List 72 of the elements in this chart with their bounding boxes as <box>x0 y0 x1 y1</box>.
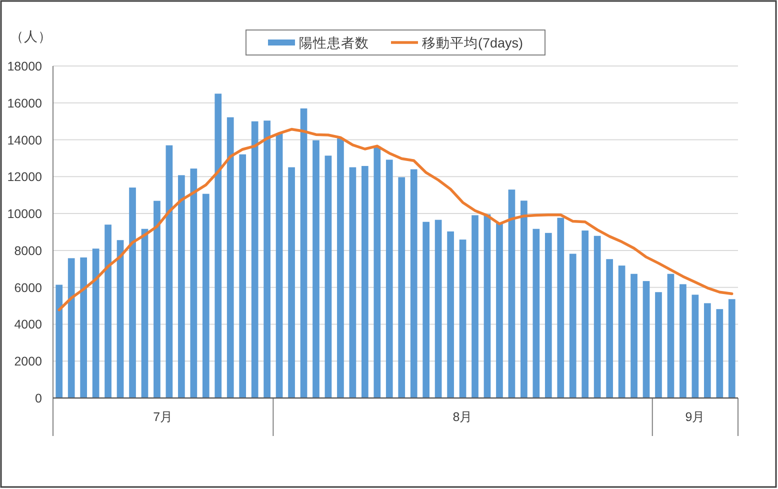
bar <box>361 166 368 398</box>
bar <box>447 231 454 398</box>
bar <box>374 147 381 398</box>
bar <box>300 108 308 398</box>
x-tick-label: 7月 <box>153 410 174 424</box>
y-tick-label: 16000 <box>7 96 42 110</box>
bar <box>398 177 406 398</box>
bar <box>141 228 148 398</box>
y-tick-label: 2000 <box>14 354 42 369</box>
bar <box>264 120 270 398</box>
y-tick-label: 0 <box>35 392 42 406</box>
bar <box>472 215 478 398</box>
y-tick-label: 18000 <box>7 60 42 74</box>
bar <box>496 223 503 398</box>
y-tick-label: 12000 <box>7 170 42 184</box>
bar <box>337 138 344 398</box>
bar <box>190 168 198 398</box>
y-tick-label: 4000 <box>14 318 42 332</box>
bar <box>704 303 711 398</box>
bar <box>56 284 63 398</box>
bar <box>178 175 185 398</box>
bar <box>226 117 234 398</box>
bar <box>716 309 724 398</box>
y-tick-label: 6000 <box>14 280 42 295</box>
y-axis-title: （人） <box>10 29 52 44</box>
bar <box>276 133 283 398</box>
x-tick-label: 8月 <box>452 410 473 424</box>
y-tick-label: 10000 <box>7 207 42 222</box>
bar <box>434 220 442 398</box>
bar <box>728 299 736 398</box>
bar <box>618 266 626 398</box>
bar <box>667 274 674 398</box>
bar <box>324 156 332 398</box>
bar <box>312 140 320 398</box>
bar <box>508 190 516 398</box>
bar <box>68 258 75 398</box>
bar <box>642 281 650 398</box>
bar <box>544 232 552 398</box>
bar <box>166 145 173 398</box>
bar <box>288 167 295 398</box>
bar <box>680 284 686 398</box>
bar <box>594 236 601 398</box>
bar <box>484 214 491 398</box>
bar <box>582 230 589 398</box>
x-tick-label: 9月 <box>685 410 706 424</box>
bar <box>92 248 100 398</box>
bar <box>655 292 662 398</box>
bar <box>214 94 222 398</box>
bar <box>459 240 466 398</box>
legend-label: 陽性患者数 <box>298 36 369 50</box>
bar <box>410 169 418 398</box>
bar <box>80 257 88 398</box>
bar <box>154 200 160 398</box>
bar <box>532 228 540 398</box>
bar <box>692 294 699 398</box>
bar <box>386 160 393 398</box>
legend-label: 移動平均(7days) <box>422 36 524 50</box>
bar <box>129 188 136 398</box>
y-tick-label: 8000 <box>14 244 42 258</box>
bar <box>422 222 430 398</box>
bar <box>557 218 564 398</box>
bar <box>251 121 258 398</box>
bar <box>116 240 124 398</box>
bar <box>520 200 528 398</box>
bar <box>349 167 356 398</box>
bar <box>104 224 112 398</box>
bar <box>239 154 246 398</box>
bar <box>202 194 210 398</box>
y-tick-label: 14000 <box>7 133 42 148</box>
bar <box>630 274 638 398</box>
bar <box>606 259 613 398</box>
bar <box>569 254 576 398</box>
